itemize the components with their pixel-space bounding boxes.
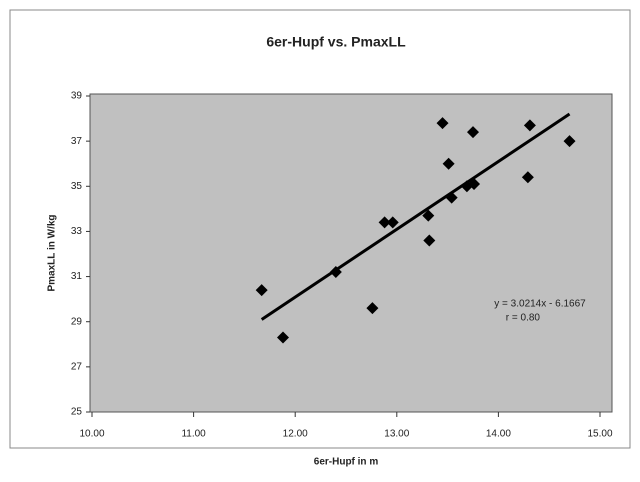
x-tick-label: 14.00 (486, 429, 511, 440)
data-point (523, 119, 536, 132)
data-point (423, 234, 436, 247)
plot-area (89, 93, 613, 413)
y-tick-label: 39 (71, 91, 83, 102)
chart-title: 6er-Hupf vs. PmaxLL (266, 34, 406, 50)
y-axis-title: PmaxLL in W/kg (47, 214, 58, 291)
data-point (378, 216, 391, 229)
data-point (436, 117, 449, 130)
y-tick-label: 31 (71, 271, 83, 282)
data-point (563, 135, 576, 148)
data-point (521, 171, 534, 184)
data-point (422, 209, 435, 222)
data-point (366, 302, 379, 315)
x-tick-label: 13.00 (384, 429, 409, 440)
y-tick-label: 29 (71, 316, 83, 327)
x-tick-label: 15.00 (587, 429, 612, 440)
annotation: r = 0.80 (506, 313, 541, 324)
x-tick-label: 11.00 (181, 429, 206, 440)
x-axis-title: 6er-Hupf in m (314, 457, 379, 468)
trend-line (260, 112, 571, 321)
y-tick-label: 33 (71, 226, 83, 237)
data-point (255, 284, 268, 297)
data-point (442, 157, 455, 170)
data-point (277, 331, 290, 344)
y-tick-label: 37 (71, 136, 83, 147)
y-tick-label: 27 (71, 361, 83, 372)
x-tick-label: 10.00 (79, 429, 104, 440)
data-point (386, 216, 399, 229)
data-point (467, 126, 479, 139)
x-tick-label: 12.00 (283, 429, 308, 440)
y-tick-label: 35 (71, 181, 83, 192)
annotation: y = 3.0214x - 6.1667 (494, 299, 586, 310)
y-tick-label: 25 (71, 407, 83, 418)
